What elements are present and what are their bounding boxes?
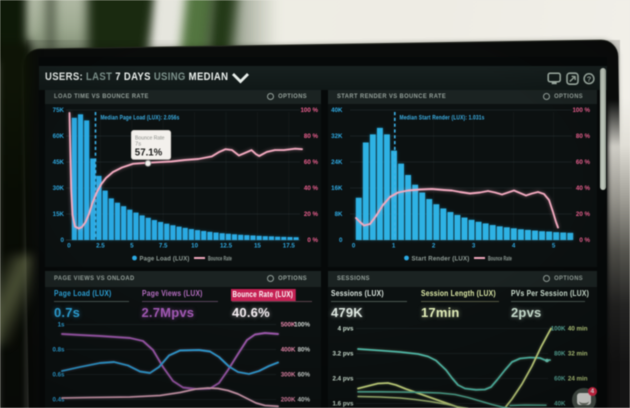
svg-text:5: 5 [552, 243, 556, 250]
svg-text:7.5: 7.5 [159, 243, 168, 250]
svg-text:Bounce Rate: Bounce Rate [208, 256, 232, 263]
svg-text:400K: 400K [281, 347, 296, 354]
svg-text:0: 0 [61, 237, 65, 244]
svg-text:Bounce Rate: Bounce Rate [135, 135, 165, 141]
svg-text:57.1%: 57.1% [135, 148, 163, 159]
svg-text:30K: 30K [53, 185, 65, 192]
svg-text:15K: 15K [53, 211, 65, 218]
svg-text:2: 2 [432, 243, 436, 250]
svg-text:60%: 60% [298, 372, 311, 379]
svg-text:1.6 pvs: 1.6 pvs [333, 401, 355, 408]
svg-text:8K: 8K [335, 211, 343, 218]
svg-text:10: 10 [191, 243, 198, 250]
svg-text:0.8s: 0.8s [52, 347, 65, 354]
svg-text:0: 0 [67, 243, 71, 250]
svg-text:60 %: 60 % [304, 159, 319, 166]
svg-text:24 min: 24 min [568, 376, 588, 383]
svg-text:16K: 16K [331, 185, 343, 192]
svg-text:40%: 40% [298, 397, 311, 404]
svg-text:3: 3 [472, 243, 476, 250]
svg-text:Median Start Render (LUX): 1.0: Median Start Render (LUX): 1.031s [400, 115, 485, 122]
svg-text:60 %: 60 % [576, 159, 591, 166]
svg-text:80K: 80K [554, 351, 566, 358]
svg-text:80 %: 80 % [304, 133, 319, 140]
svg-text:100%: 100% [294, 322, 310, 329]
svg-text:60K: 60K [554, 376, 566, 383]
svg-text:20 %: 20 % [576, 211, 591, 218]
svg-text:7s: 7s [135, 142, 141, 148]
svg-text:4 pvs: 4 pvs [338, 326, 354, 333]
svg-text:Page Load (LUX): Page Load (LUX) [140, 256, 190, 263]
svg-text:3.2 pvs: 3.2 pvs [333, 351, 355, 358]
svg-text:80%: 80% [298, 347, 311, 354]
svg-text:2.5: 2.5 [96, 243, 105, 250]
svg-text:5: 5 [130, 243, 134, 250]
svg-text:Bounce Rate: Bounce Rate [488, 256, 512, 263]
svg-text:1s: 1s [58, 322, 65, 329]
svg-text:Median Page Load (LUX): 2.056s: Median Page Load (LUX): 2.056s [101, 115, 180, 122]
svg-text:12.5: 12.5 [220, 243, 233, 250]
svg-text:1: 1 [392, 243, 396, 250]
svg-text:40K: 40K [331, 107, 343, 114]
svg-text:40 %: 40 % [576, 185, 591, 192]
svg-text:?: ? [586, 74, 591, 83]
svg-text:300K: 300K [281, 372, 296, 379]
svg-text:2.4 pvs: 2.4 pvs [333, 376, 355, 383]
svg-text:32K: 32K [331, 133, 343, 140]
svg-text:4: 4 [512, 243, 516, 250]
svg-text:15: 15 [254, 243, 261, 250]
svg-text:500K: 500K [281, 322, 296, 329]
svg-text:0.4s: 0.4s [52, 397, 65, 404]
svg-text:0 %: 0 % [307, 237, 318, 244]
svg-text:40 min: 40 min [568, 326, 588, 333]
svg-text:17.5: 17.5 [283, 243, 296, 250]
svg-text:24K: 24K [331, 159, 343, 166]
svg-text:100 %: 100 % [300, 107, 318, 114]
svg-text:100K: 100K [551, 326, 566, 333]
svg-text:200K: 200K [281, 397, 296, 404]
svg-text:0: 0 [352, 243, 356, 250]
svg-text:80 %: 80 % [576, 133, 591, 140]
svg-text:100 %: 100 % [572, 107, 590, 114]
svg-text:0: 0 [339, 237, 343, 244]
svg-text:0.6s: 0.6s [52, 372, 65, 379]
svg-text:20 %: 20 % [304, 211, 319, 218]
svg-text:Start Render (LUX): Start Render (LUX) [412, 256, 470, 263]
svg-text:32 min: 32 min [568, 351, 588, 358]
svg-text:75K: 75K [53, 107, 65, 114]
svg-text:40K: 40K [554, 401, 566, 408]
svg-text:0 %: 0 % [579, 237, 590, 244]
svg-text:60K: 60K [53, 133, 65, 140]
svg-text:40 %: 40 % [304, 185, 319, 192]
svg-text:45K: 45K [53, 159, 65, 166]
